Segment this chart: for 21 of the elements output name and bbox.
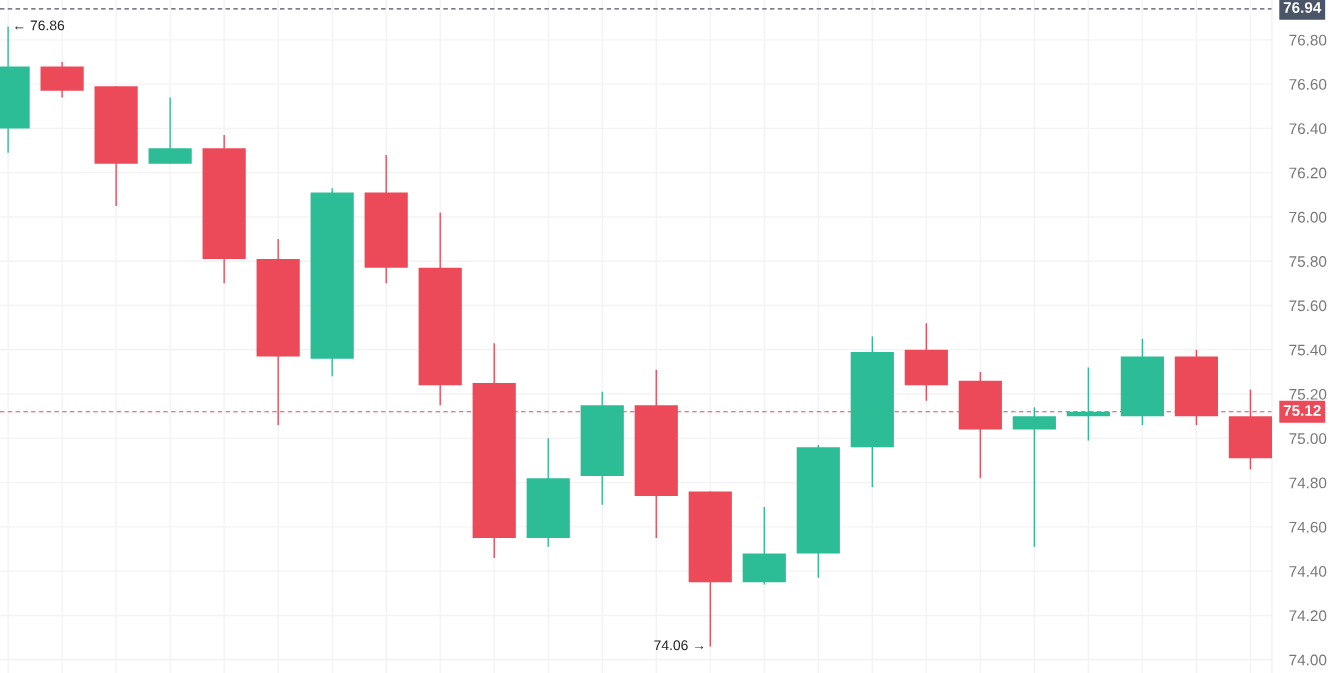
y-tick-label: 76.20 bbox=[1289, 167, 1327, 179]
ref-line-label: 75.12 bbox=[1283, 405, 1321, 416]
y-tick-label: 75.80 bbox=[1289, 256, 1327, 267]
y-tick-label: 74.00 bbox=[1289, 654, 1327, 666]
y-tick-label: 74.80 bbox=[1289, 477, 1327, 489]
candlestick bbox=[1066, 366, 1110, 442]
y-tick-label: 74.20 bbox=[1289, 610, 1327, 622]
y-tick-label: 76.00 bbox=[1289, 211, 1327, 223]
ref-line-label: 76.94 bbox=[1283, 2, 1322, 13]
candlestick bbox=[1012, 406, 1056, 548]
y-tick-label: 75.60 bbox=[1289, 300, 1327, 312]
y-tick-label: 76.80 bbox=[1289, 34, 1327, 46]
annotation: 74.06 → bbox=[654, 640, 704, 651]
y-tick-label: 75.40 bbox=[1289, 344, 1327, 356]
y-tick-label: 75.20 bbox=[1289, 388, 1327, 400]
y-tick-label: 74.60 bbox=[1289, 521, 1327, 533]
y-tick-label: 74.40 bbox=[1289, 566, 1327, 577]
annotation: ← 76.86 bbox=[15, 20, 65, 31]
y-tick-label: 76.60 bbox=[1289, 78, 1327, 90]
y-tick-label: 75.00 bbox=[1289, 433, 1327, 445]
y-tick-label: 76.40 bbox=[1289, 123, 1327, 135]
